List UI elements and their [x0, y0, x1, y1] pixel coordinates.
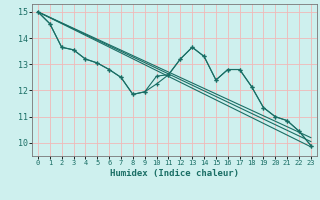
X-axis label: Humidex (Indice chaleur): Humidex (Indice chaleur) — [110, 169, 239, 178]
